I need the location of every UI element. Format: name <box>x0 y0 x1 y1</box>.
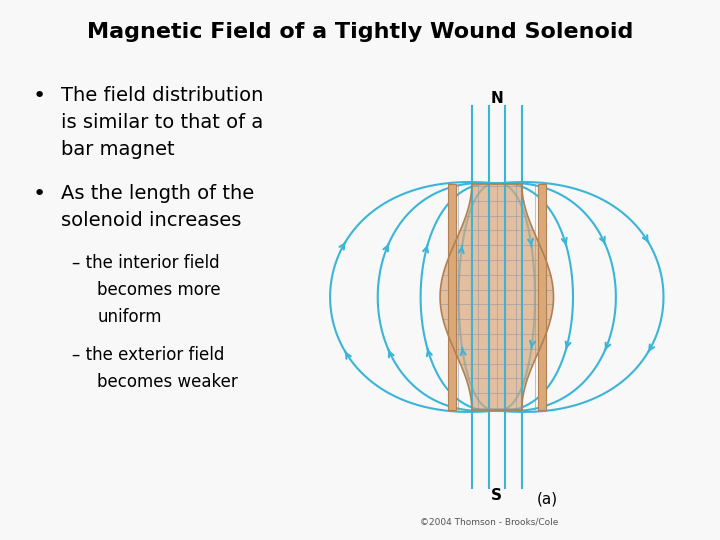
Text: becomes more: becomes more <box>97 281 221 299</box>
Text: The field distribution: The field distribution <box>61 86 264 105</box>
Text: becomes weaker: becomes weaker <box>97 373 238 390</box>
Text: N: N <box>490 91 503 106</box>
Text: is similar to that of a: is similar to that of a <box>61 113 264 132</box>
Bar <box>448 184 456 410</box>
Text: As the length of the: As the length of the <box>61 184 254 202</box>
Text: uniform: uniform <box>97 308 162 326</box>
Polygon shape <box>440 184 554 410</box>
Text: •: • <box>32 184 45 204</box>
Text: S: S <box>491 488 503 503</box>
Text: solenoid increases: solenoid increases <box>61 211 242 229</box>
Bar <box>538 184 546 410</box>
Text: – the exterior field: – the exterior field <box>72 346 225 363</box>
Text: Magnetic Field of a Tightly Wound Solenoid: Magnetic Field of a Tightly Wound Soleno… <box>87 22 633 43</box>
Text: (a): (a) <box>536 491 558 507</box>
Text: ©2004 Thomson - Brooks/Cole: ©2004 Thomson - Brooks/Cole <box>420 518 559 527</box>
Text: •: • <box>32 86 45 106</box>
Text: – the interior field: – the interior field <box>72 254 220 272</box>
Text: bar magnet: bar magnet <box>61 140 175 159</box>
